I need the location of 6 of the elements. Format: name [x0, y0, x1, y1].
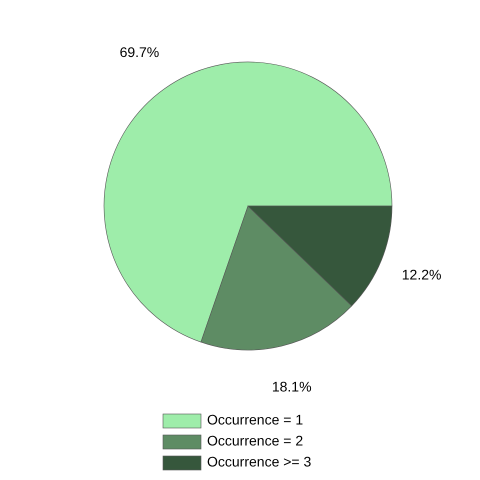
data-label: 12.2% — [402, 266, 442, 283]
data-label: 18.1% — [272, 378, 312, 395]
data-label: 69.7% — [120, 44, 160, 60]
legend-label: Occurrence >= 3 — [207, 454, 312, 470]
legend-label: Occurrence = 2 — [207, 432, 304, 449]
legend-label: Occurrence = 1 — [207, 412, 304, 428]
